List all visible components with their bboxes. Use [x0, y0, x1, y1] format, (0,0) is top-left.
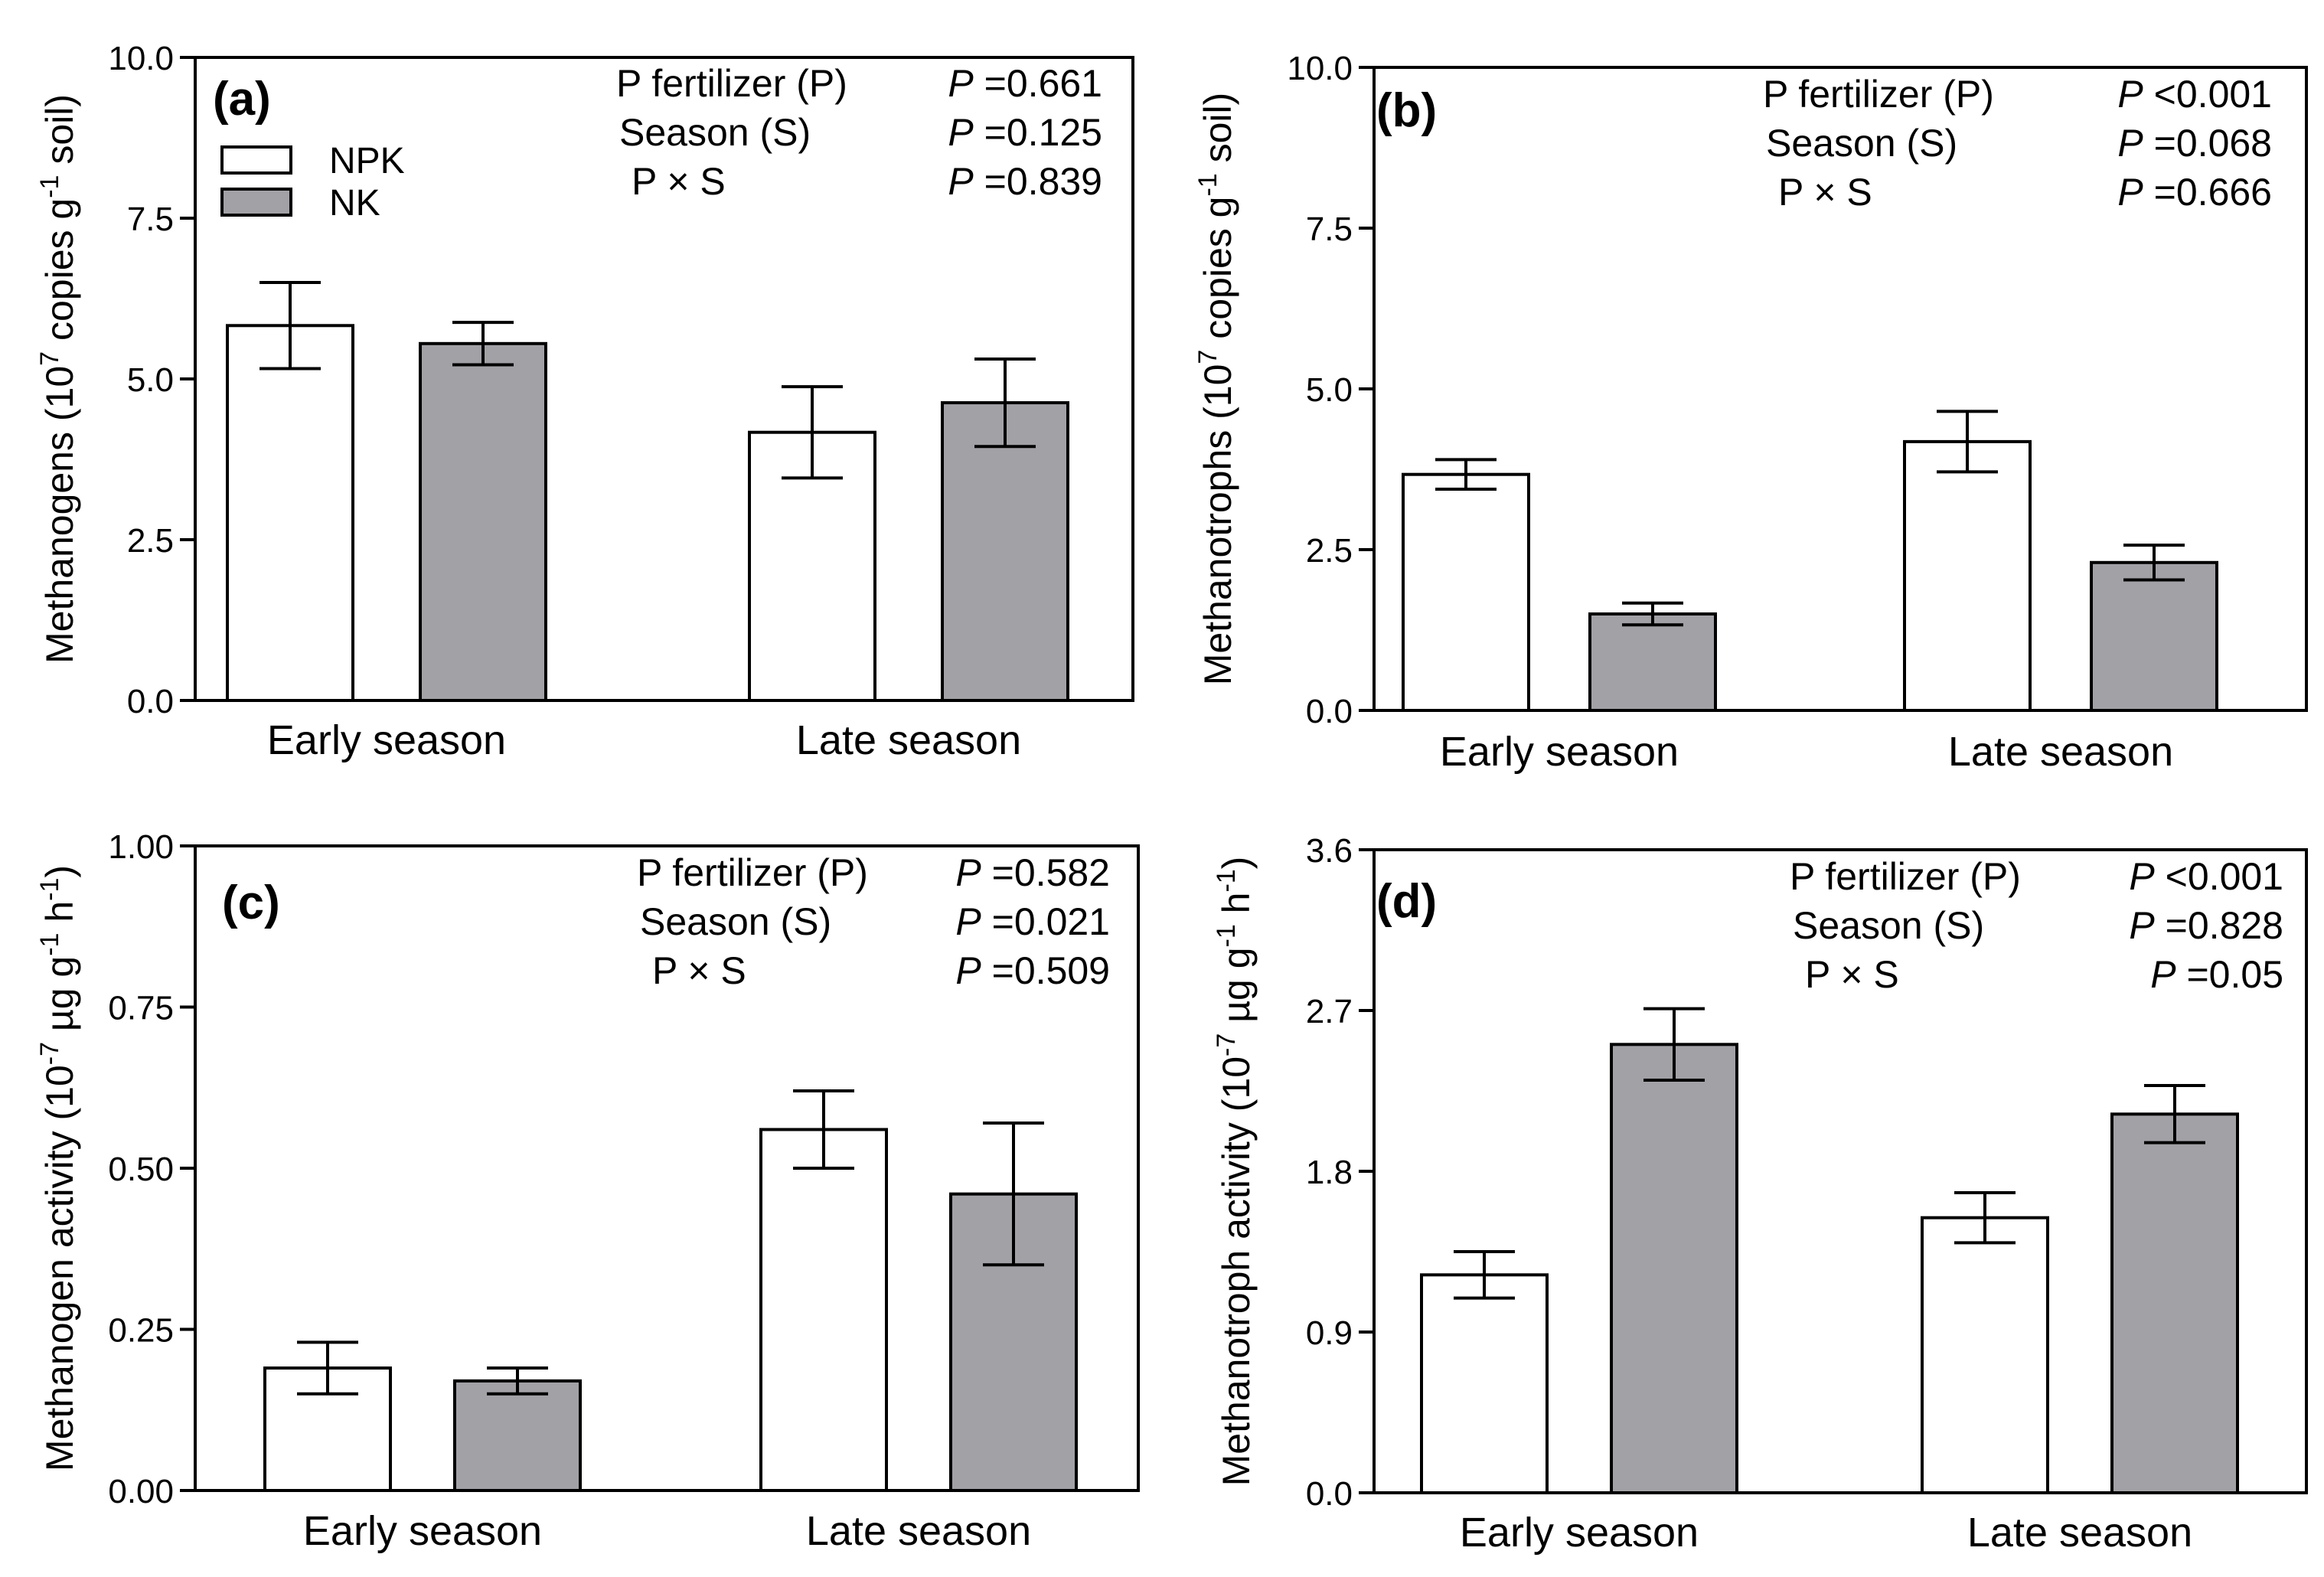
stat-label: P × S [632, 160, 726, 203]
y-tick-label: 0.25 [108, 1312, 174, 1350]
error-bar [782, 385, 843, 480]
y-tick-label: 2.5 [1306, 532, 1353, 570]
stat-label: Season (S) [619, 111, 811, 154]
stat-label: P fertilizer (P) [616, 62, 847, 105]
y-axis-title: Methanogens (107 copies g-1 soil) [35, 94, 81, 664]
y-tick-label: 1.8 [1306, 1154, 1353, 1191]
error-bar [1954, 1191, 2016, 1245]
panel-letter: (a) [213, 73, 271, 126]
y-axis-title: Methanogen activity (10-7 µg g-1 h-1) [35, 865, 81, 1471]
stat-label: P fertilizer (P) [1763, 73, 1994, 116]
error-bar [1643, 1007, 1705, 1082]
x-category-label: Late season [1967, 1510, 2192, 1556]
panel-letter: (b) [1376, 84, 1437, 137]
y-tick-label: 0.0 [1306, 693, 1353, 730]
error-bar [983, 1122, 1044, 1267]
stat-p-value: P =0.582 [955, 851, 1110, 894]
bar-nk-early [419, 341, 547, 702]
y-tick-label: 1.00 [108, 828, 174, 866]
error-bar [1622, 601, 1683, 627]
y-tick-label: 2.5 [127, 522, 174, 560]
chart-panel-c: 0.00 0.25 0.50 0.75 1.00 Methanogen activity … [35, 828, 1140, 1554]
error-bar [452, 321, 514, 367]
bar-npk-early [226, 324, 354, 702]
stat-label: P × S [652, 949, 746, 992]
error-bar [974, 357, 1036, 449]
error-bar [2144, 1084, 2205, 1144]
x-category-label: Early season [267, 717, 506, 763]
y-axis-title: Methanotrophs (107 copies g-1 soil) [1193, 93, 1239, 686]
error-bar [259, 281, 321, 371]
stat-label: P × S [1805, 953, 1899, 996]
stat-label: P fertilizer (P) [637, 851, 868, 894]
legend-label: NPK [329, 141, 405, 181]
x-category-label: Late season [1948, 729, 2173, 775]
legend-swatch-npk [220, 145, 292, 175]
y-tick-label: 7.5 [127, 201, 174, 238]
bar-npk-late [1903, 439, 2032, 712]
bar-npk-late [759, 1128, 888, 1492]
error-bar [1454, 1250, 1515, 1300]
error-bar [297, 1340, 358, 1396]
x-category-label: Late season [796, 717, 1021, 763]
bar-nk-early [1610, 1043, 1738, 1495]
y-tick-label: 5.0 [127, 361, 174, 399]
bar-nk-late [2090, 560, 2218, 712]
error-bar [1435, 458, 1497, 491]
stat-p-value: P =0.666 [2117, 171, 2272, 214]
y-tick-label: 0.0 [127, 683, 174, 720]
stat-p-value: P =0.839 [948, 160, 1102, 203]
error-bar [793, 1089, 854, 1170]
error-bar [2123, 544, 2185, 582]
bar-nk-early [453, 1379, 582, 1492]
x-category-label: Early season [1460, 1510, 1699, 1556]
y-tick-label: 2.7 [1306, 993, 1353, 1030]
stat-p-value: P <0.001 [2117, 73, 2272, 116]
y-tick-label: 0.0 [1306, 1475, 1353, 1513]
x-category-label: Early season [303, 1508, 542, 1554]
y-axis-title: Methanotroph activity (10-7 µg g-1 h-1) [1212, 857, 1258, 1487]
stat-label: P × S [1778, 171, 1872, 214]
bar-npk-early [1420, 1273, 1549, 1495]
panel-letter: (d) [1376, 875, 1437, 928]
y-tick-label: 7.5 [1306, 211, 1353, 248]
bar-nk-early [1588, 612, 1717, 712]
y-tick-label: 10.0 [1287, 50, 1353, 87]
panel-letter: (c) [222, 877, 280, 929]
y-tick-label: 10.0 [108, 40, 174, 77]
stat-p-value: P =0.05 [2150, 953, 2283, 996]
bar-nk-late [2110, 1112, 2239, 1495]
x-category-label: Early season [1440, 729, 1679, 775]
stat-p-value: P =0.828 [2129, 904, 2283, 947]
stat-p-value: P <0.001 [2129, 855, 2283, 898]
chart-panel-b: 0.0 2.5 5.0 7.5 10.0 Methanotrophs (107 copie… [1193, 50, 2308, 775]
stat-p-value: P =0.068 [2117, 122, 2272, 165]
stat-p-value: P =0.661 [948, 62, 1102, 105]
stat-label: P fertilizer (P) [1790, 855, 2021, 898]
stat-p-value: P =0.125 [948, 111, 1102, 154]
y-tick-label: 0.75 [108, 990, 174, 1027]
stat-label: Season (S) [1793, 904, 1984, 947]
error-bar [487, 1366, 548, 1396]
bar-npk-late [1921, 1216, 2049, 1494]
bar-npk-early [1402, 472, 1530, 712]
error-bar [1937, 410, 1998, 474]
stat-p-value: P =0.021 [955, 900, 1110, 943]
y-tick-label: 5.0 [1306, 371, 1353, 409]
x-category-label: Late season [806, 1508, 1031, 1554]
legend-swatch-nk [220, 188, 292, 217]
y-tick-label: 0.00 [108, 1473, 174, 1510]
legend-label: NK [329, 183, 380, 224]
chart-panel-d: 0.0 0.9 1.8 2.7 3.6 Methanotroph activity (10… [1212, 832, 2308, 1556]
stat-label: Season (S) [640, 900, 831, 943]
chart-panel-a: 0.0 2.5 5.0 7.5 10.0 Methanogens (107 copies … [35, 40, 1134, 763]
stat-label: Season (S) [1766, 122, 1957, 165]
y-tick-label: 3.6 [1306, 832, 1353, 870]
stat-p-value: P =0.509 [955, 949, 1110, 992]
bar-nk-late [941, 401, 1069, 703]
y-tick-label: 0.50 [108, 1151, 174, 1188]
y-tick-label: 0.9 [1306, 1314, 1353, 1352]
